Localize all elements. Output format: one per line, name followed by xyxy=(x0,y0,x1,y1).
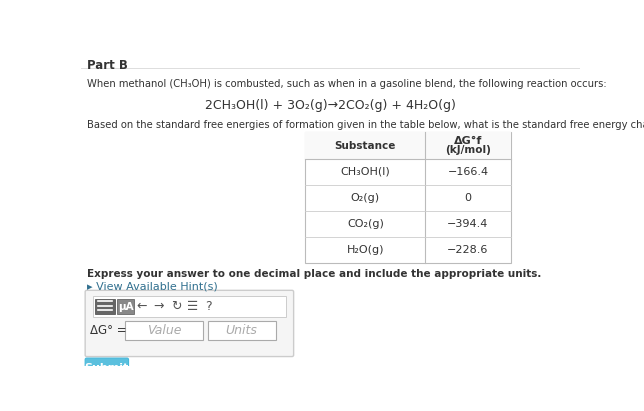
Text: ☰: ☰ xyxy=(187,300,198,313)
Text: Value: Value xyxy=(147,324,182,337)
Text: 2CH₃OH(l) + 3O₂(g)→2CO₂(g) + 4H₂O(g): 2CH₃OH(l) + 3O₂(g)→2CO₂(g) + 4H₂O(g) xyxy=(205,99,455,112)
Text: Substance: Substance xyxy=(335,141,396,150)
Bar xyxy=(305,132,511,263)
Text: Based on the standard free energies of formation given in the table below, what : Based on the standard free energies of f… xyxy=(87,120,644,130)
Text: −166.4: −166.4 xyxy=(448,167,489,177)
Text: ΔG°f: ΔG°f xyxy=(454,136,482,146)
Bar xyxy=(207,321,276,339)
FancyBboxPatch shape xyxy=(85,358,129,378)
Bar xyxy=(117,299,134,314)
Text: −228.6: −228.6 xyxy=(448,245,489,255)
Text: When methanol (CH₃OH) is combusted, such as when in a gasoline blend, the follow: When methanol (CH₃OH) is combusted, such… xyxy=(87,79,606,89)
Text: CO₂(g): CO₂(g) xyxy=(347,219,384,229)
Text: ↻: ↻ xyxy=(171,300,181,313)
Bar xyxy=(126,321,203,339)
Text: μA: μA xyxy=(118,302,133,312)
Text: −394.4: −394.4 xyxy=(448,219,489,229)
Text: →: → xyxy=(153,300,164,313)
Text: Units: Units xyxy=(226,324,258,337)
Text: ▸ View Available Hint(s): ▸ View Available Hint(s) xyxy=(87,282,218,292)
Text: Part B: Part B xyxy=(87,58,128,72)
Text: Submit: Submit xyxy=(85,363,129,373)
Text: Express your answer to one decimal place and include the appropriate units.: Express your answer to one decimal place… xyxy=(87,269,541,279)
Bar xyxy=(95,299,115,314)
Text: (kJ/mol): (kJ/mol) xyxy=(445,145,491,155)
Text: O₂(g): O₂(g) xyxy=(351,193,380,203)
Text: CH₃OH(l): CH₃OH(l) xyxy=(341,167,390,177)
Text: H₂O(g): H₂O(g) xyxy=(346,245,384,255)
Bar xyxy=(305,132,511,159)
Text: ?: ? xyxy=(205,300,212,313)
Bar xyxy=(93,296,286,316)
Text: ΔG° =: ΔG° = xyxy=(90,324,126,337)
FancyBboxPatch shape xyxy=(85,290,294,357)
Text: 0: 0 xyxy=(464,193,471,203)
Text: ←: ← xyxy=(137,300,147,313)
